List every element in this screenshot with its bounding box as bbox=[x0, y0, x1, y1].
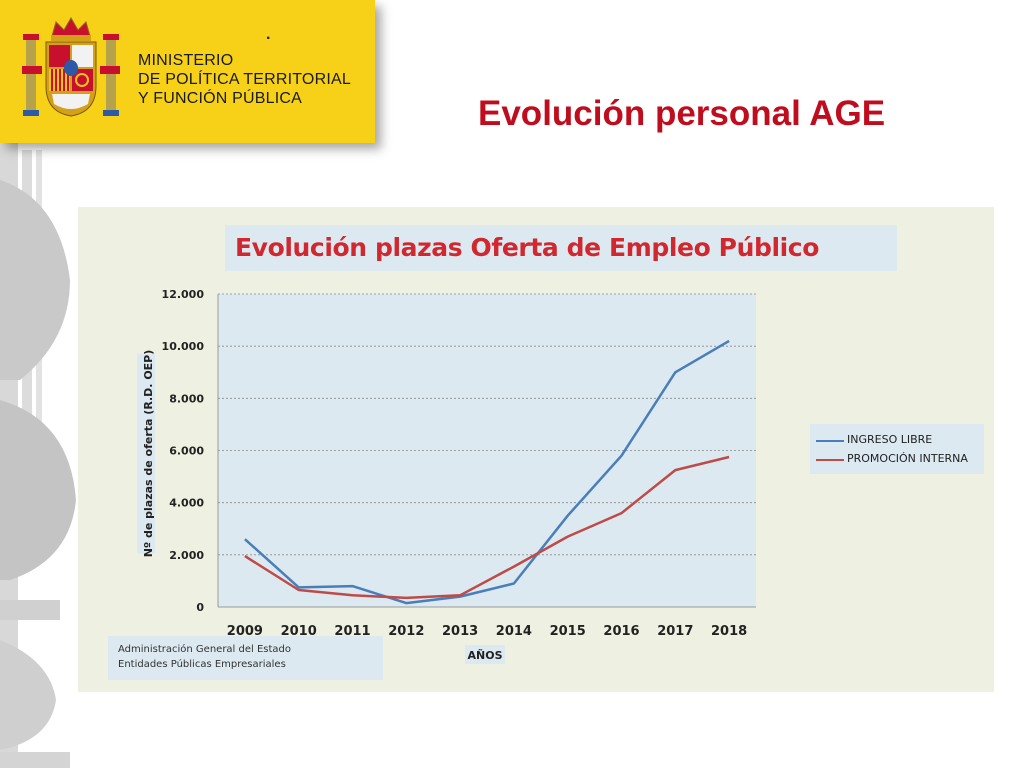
legend-swatch-promocion-interna bbox=[816, 459, 844, 461]
ministry-line-1: MINISTERIO bbox=[138, 52, 234, 69]
x-tick-label: 2015 bbox=[550, 624, 586, 639]
x-tick-label: 2010 bbox=[281, 624, 317, 639]
x-axis-label-box bbox=[465, 645, 505, 664]
chart-title: Evolución plazas Oferta de Empleo Públic… bbox=[235, 233, 819, 262]
y-tick-label: 2.000 bbox=[169, 549, 204, 562]
x-tick-label: 2016 bbox=[603, 624, 639, 639]
y-tick-label: 0 bbox=[196, 601, 204, 614]
x-tick-label: 2011 bbox=[334, 624, 370, 639]
chart-legend: INGRESO LIBRE PROMOCIÓN INTERNA bbox=[810, 424, 984, 474]
x-tick-label: 2018 bbox=[711, 624, 747, 639]
source-note-line-2: Entidades Públicas Empresariales bbox=[118, 659, 286, 670]
x-tick-label: 2017 bbox=[657, 624, 693, 639]
legend-label-promocion-interna: PROMOCIÓN INTERNA bbox=[847, 452, 968, 465]
x-axis-label: AÑOS bbox=[468, 649, 503, 662]
slide-title: Evolución personal AGE bbox=[478, 94, 886, 133]
source-note: Administración General del Estado Entida… bbox=[108, 636, 383, 680]
x-tick-label: 2009 bbox=[227, 624, 263, 639]
ministry-line-2: DE POLÍTICA TERRITORIAL bbox=[138, 71, 351, 88]
y-tick-label: 4.000 bbox=[169, 497, 204, 510]
legend-label-ingreso-libre: INGRESO LIBRE bbox=[847, 433, 933, 446]
y-axis-label-box bbox=[137, 353, 155, 554]
ministry-name: MINISTERIO DE POLÍTICA TERRITORIAL Y FUN… bbox=[138, 51, 351, 108]
decorative-column-graphic bbox=[0, 140, 76, 768]
y-tick-label: 6.000 bbox=[169, 445, 204, 458]
ministry-line-3: Y FUNCIÓN PÚBLICA bbox=[138, 90, 303, 107]
coat-of-arms-logo bbox=[22, 17, 120, 117]
chart-panel: Evolución plazas Oferta de Empleo Públic… bbox=[78, 207, 994, 692]
x-tick-label: 2012 bbox=[388, 624, 424, 639]
y-axis-label: Nº de plazas de oferta (R.D. OEP) bbox=[142, 350, 155, 558]
y-tick-label: 12.000 bbox=[162, 288, 205, 301]
y-tick-label: 10.000 bbox=[162, 340, 205, 353]
series-line-ingreso-libre bbox=[244, 339, 730, 605]
x-tick-label: 2013 bbox=[442, 624, 478, 639]
line-chart: 0 2.000 4.000 6.000 8.000 10.000 12.000 2009 201… bbox=[137, 288, 756, 664]
legend-swatch-ingreso-libre bbox=[816, 440, 844, 442]
header-dot: . bbox=[266, 26, 271, 43]
x-tick-label: 2014 bbox=[496, 624, 532, 639]
chart-title-box: Evolución plazas Oferta de Empleo Públic… bbox=[225, 225, 897, 271]
y-tick-label: 8.000 bbox=[169, 392, 204, 405]
ministry-header-band: . MINISTERIO DE POLÍTICA TERRITORIAL Y F… bbox=[0, 0, 375, 143]
source-note-line-1: Administración General del Estado bbox=[118, 644, 292, 655]
series-line-promocion-interna bbox=[244, 455, 730, 600]
